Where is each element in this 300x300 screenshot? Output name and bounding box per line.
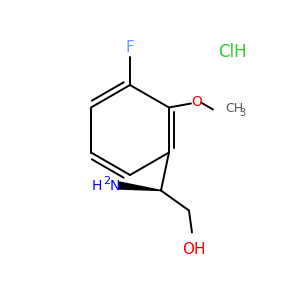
Text: N: N bbox=[110, 178, 120, 193]
Text: 2: 2 bbox=[103, 176, 110, 185]
Text: OH: OH bbox=[182, 242, 206, 257]
Text: CH: CH bbox=[225, 102, 243, 115]
Text: O: O bbox=[191, 95, 203, 110]
Text: 3: 3 bbox=[239, 107, 245, 118]
Text: H: H bbox=[92, 178, 102, 193]
Text: ClH: ClH bbox=[218, 43, 246, 61]
Polygon shape bbox=[118, 182, 161, 190]
Text: F: F bbox=[126, 40, 134, 55]
